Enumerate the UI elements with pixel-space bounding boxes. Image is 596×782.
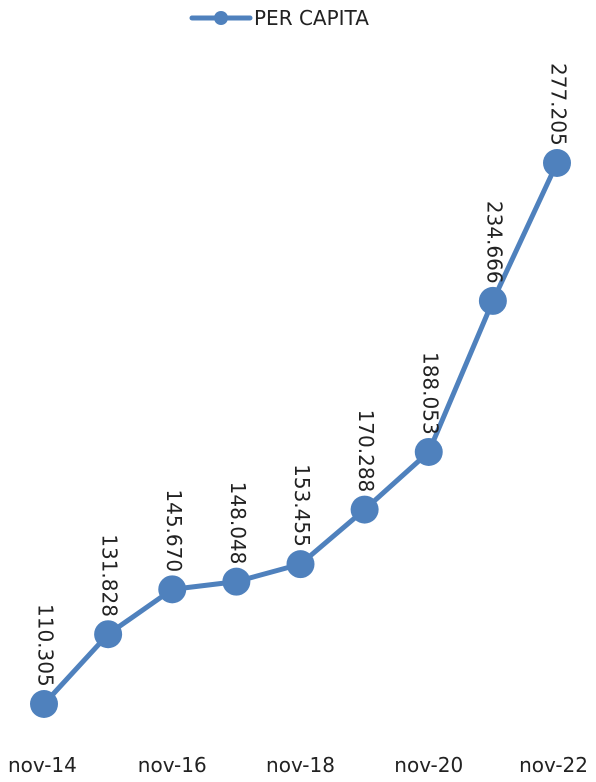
series-line-segment xyxy=(490,160,560,304)
data-label: 234.666 xyxy=(482,201,506,284)
data-point xyxy=(414,437,443,466)
data-point xyxy=(286,550,315,579)
data-point xyxy=(158,575,187,604)
data-point xyxy=(94,620,123,649)
data-point xyxy=(222,567,251,596)
x-tick-label: nov-20 xyxy=(394,753,463,777)
series-line-segment xyxy=(426,298,496,455)
x-axis-tick-labels: nov-14 nov-16 nov-18 nov-20 nov-22 xyxy=(8,753,588,777)
series-line-segment xyxy=(362,449,432,513)
data-label: 148.048 xyxy=(226,482,250,565)
x-tick-label: nov-16 xyxy=(138,753,207,777)
series-line-segment xyxy=(41,631,111,707)
legend: PER CAPITA xyxy=(189,6,369,30)
data-point xyxy=(543,149,571,177)
legend-point-marker xyxy=(214,11,228,25)
data-label: 131.828 xyxy=(98,534,122,617)
plot-points xyxy=(30,149,571,718)
series-line-segment xyxy=(298,507,368,567)
legend-label: PER CAPITA xyxy=(254,6,369,30)
data-label: 110.305 xyxy=(34,604,58,687)
data-labels: 110.305 131.828 145.670 148.048 153.455 170.2… xyxy=(34,63,571,687)
data-point xyxy=(30,690,58,718)
x-tick-label: nov-22 xyxy=(519,753,588,777)
x-tick-label: nov-18 xyxy=(266,753,335,777)
data-point xyxy=(478,286,507,315)
data-label: 145.670 xyxy=(162,489,186,572)
data-label: 170.288 xyxy=(354,410,378,493)
x-tick-label: nov-14 xyxy=(8,753,77,777)
data-label: 153.455 xyxy=(290,464,314,547)
data-label: 277.205 xyxy=(547,63,571,146)
data-label: 188.053 xyxy=(418,352,442,435)
plot-lines xyxy=(41,160,560,707)
data-point xyxy=(350,495,379,524)
